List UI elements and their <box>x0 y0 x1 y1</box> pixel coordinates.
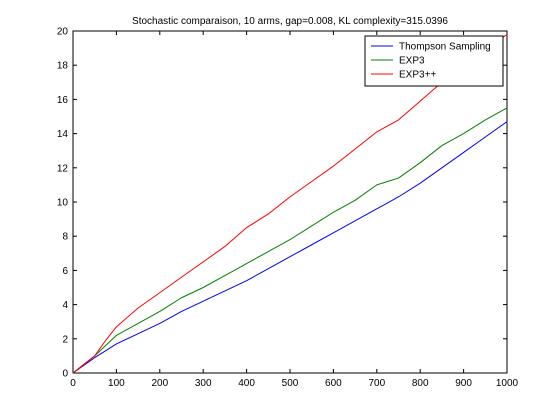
x-tick-label: 100 <box>108 378 125 389</box>
series-line-exp3- <box>72 34 508 374</box>
y-axis: 0 2 4 6 8 10 12 14 16 18 20 <box>57 27 507 380</box>
legend-label: EXP3++ <box>399 70 436 81</box>
y-tick-label: 4 <box>62 300 68 311</box>
x-tick-label: 300 <box>195 378 212 389</box>
y-tick-label: 2 <box>62 334 68 345</box>
chart-title: Stochastic comparaison, 10 arms, gap=0.0… <box>132 16 448 27</box>
x-axis: 0 100 200 300 400 500 600 700 800 900 1000 <box>70 31 519 389</box>
legend-label: Thompson Sampling <box>399 42 491 53</box>
y-tick-label: 20 <box>57 27 69 38</box>
y-tick-label: 18 <box>57 61 69 72</box>
x-tick-label: 400 <box>238 378 255 389</box>
series-line-thompson-sampling <box>72 121 508 374</box>
legend-box <box>364 35 504 87</box>
y-tick-label: 10 <box>57 198 69 209</box>
series-layer <box>72 34 508 374</box>
y-tick-label: 14 <box>57 129 69 140</box>
x-tick-label: 500 <box>282 378 299 389</box>
y-tick-label: 8 <box>62 232 68 243</box>
legend: Thompson Sampling EXP3 EXP3++ <box>364 35 504 87</box>
y-tick-label: 6 <box>62 266 68 277</box>
x-tick-label: 200 <box>151 378 168 389</box>
legend-label: EXP3 <box>399 56 425 67</box>
y-tick-label: 16 <box>57 95 69 106</box>
x-tick-label: 600 <box>325 378 342 389</box>
y-tick-label: 12 <box>57 163 69 174</box>
x-tick-label: 700 <box>368 378 385 389</box>
x-tick-label: 800 <box>412 378 429 389</box>
series-line-exp3 <box>72 107 508 374</box>
y-tick-label: 0 <box>62 369 68 380</box>
x-tick-label: 0 <box>70 378 76 389</box>
x-tick-label: 1000 <box>496 378 519 389</box>
x-tick-label: 900 <box>455 378 472 389</box>
